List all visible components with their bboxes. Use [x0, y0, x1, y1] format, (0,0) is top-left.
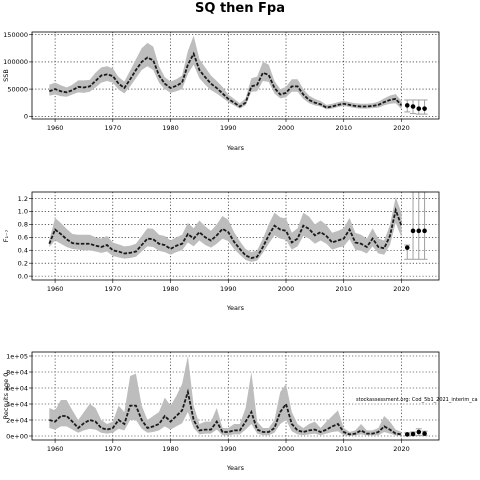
rec-y-tick-label-0: 0e+00: [6, 432, 28, 440]
f-x-tick-label-0: 1960: [47, 285, 64, 293]
f-y-tick-label-1: 0.2: [18, 259, 28, 267]
ssb-projection: [404, 99, 428, 115]
rec-plot-frame: [31, 351, 440, 441]
rec-y-tick-label-4: 8e+04: [6, 368, 28, 376]
rec-projection-point-2024: [422, 431, 427, 436]
f-projection-point-2024: [422, 228, 427, 234]
ssb-y-axis-label: SSB: [2, 69, 10, 82]
f-y-tick-label-2: 0.4: [18, 247, 28, 255]
ssb-y-ticks: 0 50000 100000 150000: [3, 31, 32, 121]
f-x-ticks: 1960 1970 1980 1990 2000 2010 2020: [47, 280, 410, 293]
ssb-x-tick-label-4: 2000: [278, 124, 295, 132]
ssb-x-axis-label: Years: [226, 144, 245, 152]
ssb-x-tick-label-2: 1980: [162, 124, 179, 132]
f-y-tick-label-5: 1.0: [18, 208, 28, 216]
ssb-x-tick-label-6: 2020: [393, 124, 410, 132]
f-x-tick-label-4: 2000: [278, 285, 295, 293]
f-median-line: [48, 206, 403, 259]
ssb-x-ticks: 1960 1970 1980 1990 2000 2010 2020: [47, 119, 410, 132]
ssb-x-tick-label-3: 1990: [220, 124, 237, 132]
f-x-tick-label-1: 1970: [105, 285, 122, 293]
panel-fishing-mortality: 1960 1970 1980 1990 2000 2010 2020 0.00.20.40.…: [2, 191, 440, 312]
ssb-x-tick-label-1: 1970: [105, 124, 122, 132]
rec-projection: [404, 428, 428, 437]
rec-x-axis-label: Years: [226, 464, 245, 472]
rec-x-tick-label-3: 1990: [220, 445, 237, 453]
rec-y-tick-label-1: 2e+04: [6, 416, 28, 424]
rec-x-tick-label-6: 2020: [393, 445, 410, 453]
rec-x-ticks: 1960 1970 1980 1990 2000 2010 2020: [47, 440, 410, 453]
f-projection: [404, 191, 428, 260]
figure-title: SQ then Fpa: [195, 1, 285, 16]
f-y-tick-label-4: 0.8: [18, 221, 28, 229]
rec-y-axis-label: Recruits age 0: [2, 373, 10, 420]
ssb-plot-frame: [31, 31, 440, 120]
rec-y-tick-label-5: 1e+05: [6, 352, 28, 360]
ssb-y-tick-label-3: 150000: [3, 31, 28, 39]
f-x-tick-label-3: 1990: [220, 285, 237, 293]
ssb-y-tick-label-1: 50000: [7, 85, 28, 93]
panel-recruitment: 1960 1970 1980 1990 2000 2010 2020 0e+00 2e+04 4…: [2, 351, 478, 472]
rec-x-tick-label-0: 1960: [47, 445, 64, 453]
ssb-projection-point-2023: [416, 106, 422, 111]
f-plot-frame: [31, 191, 440, 281]
f-x-tick-label-6: 2020: [393, 285, 410, 293]
rec-x-tick-label-4: 2000: [278, 445, 295, 453]
f-y-tick-label-0: 0.0: [18, 272, 28, 280]
ssb-x-tick-label-5: 2010: [335, 124, 352, 132]
f-projection-point-2023: [416, 228, 422, 234]
rec-projection-point-2022: [410, 431, 416, 437]
ssb-projection-point-2024: [422, 106, 427, 111]
rec-median-line: [49, 388, 402, 436]
rec-projection-point-2021: [404, 432, 410, 437]
f-x-tick-label-5: 2010: [335, 285, 352, 293]
ssb-median-line: [49, 51, 403, 109]
ssb-projection-point-2022: [410, 104, 416, 109]
source-annotation: stockassessment.org: Cod_5b1_2021_interi…: [356, 397, 478, 403]
rec-y-tick-label-2: 4e+04: [6, 400, 28, 408]
f-x-axis-label: Years: [226, 304, 245, 312]
f-y-tick-label-3: 0.6: [18, 234, 28, 242]
f-y-axis-label: F₁₋₇: [2, 229, 10, 242]
rec-confidence-band: [49, 356, 402, 436]
ssb-grid: [32, 32, 439, 119]
rec-x-tick-label-2: 1980: [162, 445, 179, 453]
f-y-tick-label-6: 1.2: [18, 195, 28, 203]
ssb-x-tick-label-0: 1960: [47, 124, 64, 132]
ssb-confidence-band: [49, 35, 402, 110]
f-x-tick-label-2: 1980: [162, 285, 179, 293]
ssb-y-tick-label-2: 100000: [3, 58, 28, 66]
rec-x-tick-label-5: 2010: [335, 445, 352, 453]
f-projection-point-2022: [410, 228, 416, 234]
rec-y-tick-label-3: 6e+04: [6, 384, 28, 392]
ssb-projection-point-2021: [404, 103, 410, 108]
rec-x-tick-label-1: 1970: [105, 445, 122, 453]
f-y-ticks: 0.0 0.2 0.4 0.6 0.8 1.0 1.2: [18, 195, 32, 280]
rec-y-ticks: 0e+00 2e+04 4e+04 6e+04 8e+04 1e+05: [6, 352, 32, 440]
rec-projection-point-2023: [416, 429, 422, 435]
panel-ssb: 1960 1970 1980 1990 2000 2010 2020 0 50000 10000…: [2, 31, 440, 152]
f-projection-point-2021: [404, 245, 410, 250]
ssb-y-tick-label-0: 0: [24, 113, 28, 121]
